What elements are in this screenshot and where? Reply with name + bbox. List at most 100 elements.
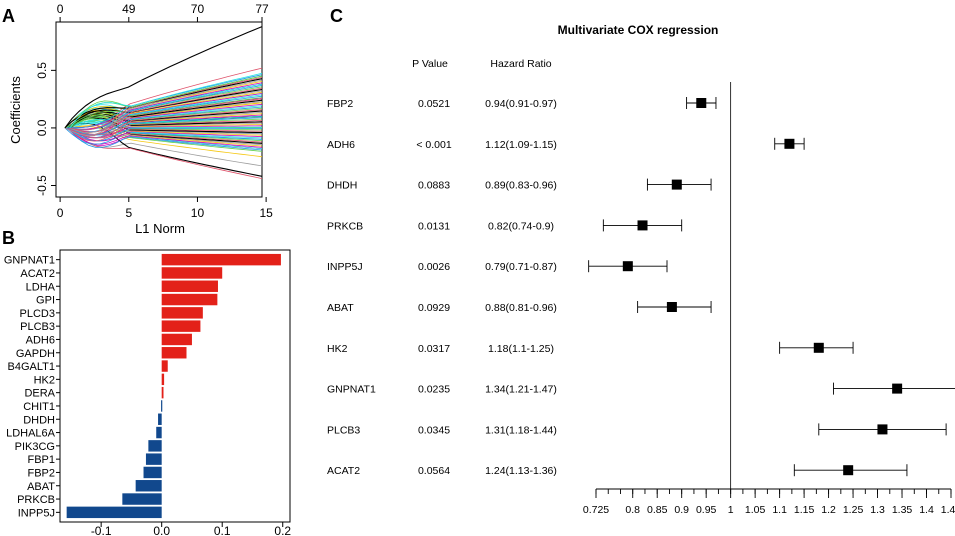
pvalue-adh6: < 0.001 xyxy=(416,139,451,151)
bar-label-acat2: ACAT2 xyxy=(20,268,55,280)
panel-a-label: A xyxy=(2,6,15,26)
bar-label-fbp1: FBP1 xyxy=(27,454,55,466)
b-x-tick-label: 0.0 xyxy=(153,524,170,536)
pvalue-dhdh: 0.0883 xyxy=(418,180,450,192)
gene-label-adh6: ADH6 xyxy=(327,139,355,151)
coefficient-path xyxy=(68,119,263,141)
hr-marker-gnpnat1 xyxy=(892,383,903,394)
forest-x-tick-label: 1.35 xyxy=(892,504,913,516)
forest-x-tick-label: 1 xyxy=(728,504,734,516)
panel-a-lasso-paths: 0 5 10 15 -0.5 0.0 0.5 0 49 70 77 L1 Norm Coeffici… xyxy=(8,2,273,236)
bar-label-plcb3: PLCB3 xyxy=(20,321,55,333)
a-x-tick-label: 10 xyxy=(191,206,205,220)
coefficient-path xyxy=(66,120,263,142)
bar-abat xyxy=(135,480,162,492)
coefficient-path xyxy=(66,126,263,158)
gene-label-hk2: HK2 xyxy=(327,343,348,355)
gene-label-abat: ABAT xyxy=(327,302,354,314)
gene-label-inpp5j: INPP5J xyxy=(327,261,363,273)
forest-x-tick-label: 1.45 xyxy=(941,504,955,516)
coefficient-path xyxy=(68,79,263,134)
forest-title: Multivariate COX regression xyxy=(558,23,719,37)
coefficient-path xyxy=(65,81,263,129)
b-x-tick-label: 0.1 xyxy=(214,524,231,536)
bar-acat2 xyxy=(161,267,223,279)
coefficient-path xyxy=(67,77,263,131)
coefficient-path xyxy=(64,78,263,129)
b-x-tick-label: 0.2 xyxy=(274,524,291,536)
coefficient-path xyxy=(64,26,263,129)
forest-x-tick-label: 1.25 xyxy=(843,504,864,516)
hr-marker-acat2 xyxy=(843,465,854,476)
bar-gnpnat1 xyxy=(161,253,281,266)
hazard-ratio-fbp2: 0.94(0.91-0.97) xyxy=(485,98,557,110)
hazard-ratio-dhdh: 0.89(0.83-0.96) xyxy=(485,180,557,192)
bar-pik3cg xyxy=(148,440,162,452)
b-x-tick-label: -0.1 xyxy=(91,524,112,536)
bar-gapdh xyxy=(161,347,187,359)
bar-b4galt1 xyxy=(161,360,168,372)
a-y-tick-label: 0.5 xyxy=(35,62,49,79)
coefficient-path xyxy=(68,117,263,129)
forest-x-tick-label: 1.3 xyxy=(870,504,885,516)
coefficient-path xyxy=(68,106,263,136)
bar-ldhal6a xyxy=(156,426,162,439)
panel-a-axes: 0 5 10 15 -0.5 0.0 0.5 0 49 70 77 xyxy=(35,2,273,220)
pvalue-abat: 0.0929 xyxy=(418,302,450,314)
gene-label-prkcb: PRKCB xyxy=(327,220,363,232)
forest-x-tick-label: 0.9 xyxy=(674,504,689,516)
coefficient-path xyxy=(68,127,262,142)
forest-x-tick-label: 1.15 xyxy=(794,504,815,516)
coefficient-path xyxy=(66,98,263,136)
bar-label-plcd3: PLCD3 xyxy=(20,308,55,320)
panel-c-label: C xyxy=(330,6,343,26)
hr-marker-adh6 xyxy=(784,138,795,149)
hazard-ratio-adh6: 1.12(1.09-1.15) xyxy=(485,139,557,151)
a-top-tick-label: 77 xyxy=(255,2,269,16)
bar-label-dhdh: DHDH xyxy=(23,414,55,426)
pvalue-prkcb: 0.0131 xyxy=(418,220,450,232)
coefficient-path xyxy=(65,117,263,139)
bar-plcd3 xyxy=(161,307,203,319)
bar-plcb3 xyxy=(161,320,201,332)
coefficient-path xyxy=(68,127,263,167)
bar-label-abat: ABAT xyxy=(27,481,55,493)
coefficient-path xyxy=(64,102,263,129)
coefficient-path xyxy=(69,97,263,129)
bar-label-gpi: GPI xyxy=(36,295,55,307)
coefficient-path xyxy=(70,75,263,129)
coefficient-path xyxy=(64,120,262,129)
bar-label-hk2: HK2 xyxy=(34,374,55,386)
coefficient-path xyxy=(69,85,263,131)
pvalue-plcb3: 0.0345 xyxy=(418,424,450,436)
coefficient-path xyxy=(70,127,263,142)
bar-label-ldhal6a: LDHAL6A xyxy=(6,428,56,440)
a-x-tick-label: 15 xyxy=(259,206,273,220)
gene-label-acat2: ACAT2 xyxy=(327,465,360,477)
bar-dera xyxy=(161,386,164,399)
hazard-ratio-gnpnat1: 1.34(1.21-1.47) xyxy=(485,384,557,396)
bar-adh6 xyxy=(161,333,192,346)
forest-x-tick-label: 1.4 xyxy=(919,504,934,516)
coefficient-path xyxy=(64,127,263,145)
panel-a-xlabel: L1 Norm xyxy=(135,221,185,236)
a-x-tick-label: 5 xyxy=(125,206,132,220)
forest-x-tick-label: 0.725 xyxy=(583,504,609,516)
pvalue-inpp5j: 0.0026 xyxy=(418,261,450,273)
coefficient-path xyxy=(70,112,263,133)
panel-b-axes: -0.1 0.0 0.1 0.2 xyxy=(91,522,291,536)
pvalue-acat2: 0.0564 xyxy=(418,465,450,477)
bar-fbp1 xyxy=(145,453,162,465)
panel-b-frame xyxy=(59,249,291,523)
forest-rows: FBP2 0.0521 0.94(0.91-0.97) ADH6 < 0.001 1.12… xyxy=(327,82,955,489)
bar-chit1 xyxy=(161,400,163,412)
gene-label-gnpnat1: GNPNAT1 xyxy=(327,384,376,396)
forest-x-tick-label: 1.1 xyxy=(772,504,787,516)
forest-x-tick-label: 1.05 xyxy=(745,504,766,516)
coefficient-paths xyxy=(64,26,263,179)
coefficient-path xyxy=(67,88,263,129)
hazard-ratio-inpp5j: 0.79(0.71-0.87) xyxy=(485,261,557,273)
coefficient-path xyxy=(69,127,263,139)
